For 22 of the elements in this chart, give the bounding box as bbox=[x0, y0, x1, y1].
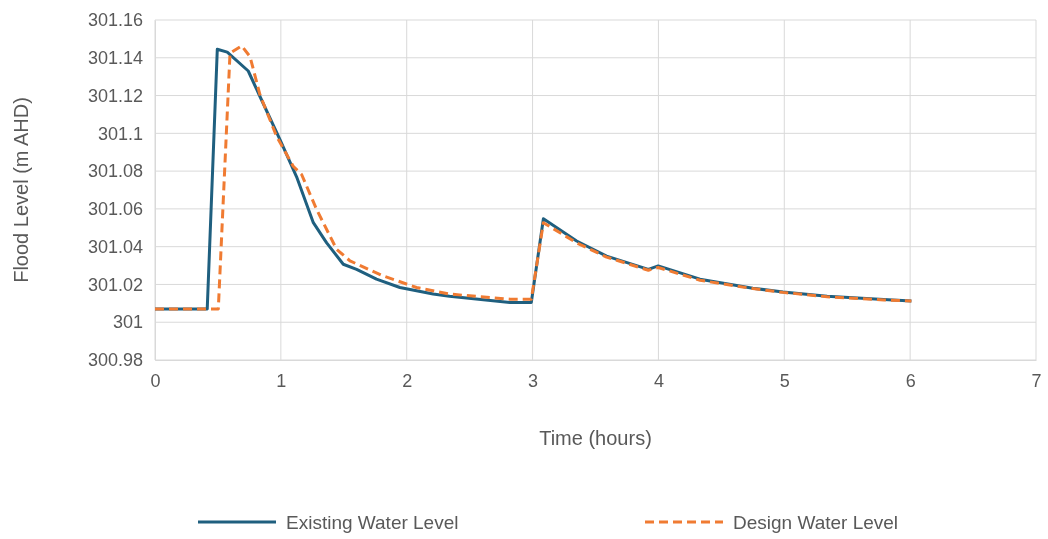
x-tick-label: 3 bbox=[528, 370, 539, 391]
y-axis-title: Flood Level (m AHD) bbox=[10, 97, 32, 283]
y-tick-label: 301.06 bbox=[87, 199, 143, 220]
x-tick-label: 2 bbox=[402, 370, 413, 391]
x-tick-label: 6 bbox=[905, 370, 916, 391]
x-tick-label: 7 bbox=[1031, 370, 1042, 391]
y-tick-label: 301.16 bbox=[87, 10, 143, 31]
y-tick-label: 300.98 bbox=[87, 350, 143, 371]
x-tick-label: 1 bbox=[276, 370, 287, 391]
y-tick-label: 301.04 bbox=[87, 236, 143, 257]
y-tick-label: 301.12 bbox=[87, 85, 143, 106]
legend-label: Existing Water Level bbox=[286, 512, 459, 533]
y-tick-label: 301.14 bbox=[87, 48, 143, 69]
x-tick-label: 4 bbox=[653, 370, 664, 391]
x-tick-label: 0 bbox=[150, 370, 161, 391]
y-tick-label: 301.02 bbox=[87, 274, 143, 295]
y-tick-label: 301.08 bbox=[87, 161, 143, 182]
y-tick-label: 301 bbox=[112, 312, 143, 333]
y-tick-label: 301.1 bbox=[97, 123, 143, 144]
x-axis-title: Time (hours) bbox=[539, 427, 652, 449]
x-tick-label: 5 bbox=[779, 370, 790, 391]
legend-label: Design Water Level bbox=[733, 512, 899, 533]
